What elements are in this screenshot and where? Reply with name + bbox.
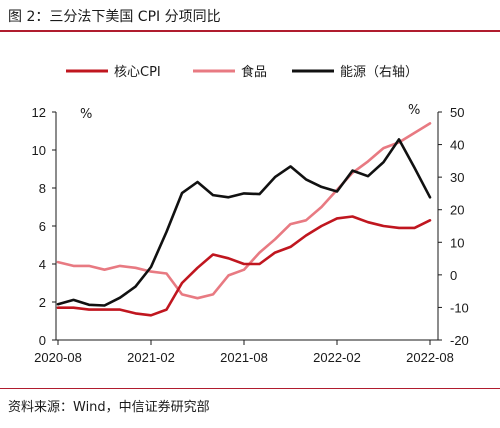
- right-axis-unit: %: [408, 103, 420, 118]
- x-tick-label: 2022-02: [313, 350, 361, 365]
- series-line-food: [56, 122, 432, 300]
- right-tick-label: 40: [450, 138, 464, 153]
- series-line-energy: [56, 138, 432, 307]
- left-axis-ticks: 0 2 4 6 8 10 12: [32, 105, 56, 348]
- right-tick-label: -10: [450, 300, 469, 315]
- x-tick-label: 2021-02: [127, 350, 175, 365]
- x-tick-label: 2020-08: [34, 350, 82, 365]
- right-tick-label: 0: [450, 268, 457, 283]
- left-tick-label: 4: [39, 257, 46, 272]
- right-tick-label: 30: [450, 170, 464, 185]
- left-tick-label: 10: [32, 143, 46, 158]
- source-divider: [0, 388, 500, 389]
- legend-label-core-cpi: 核心CPI: [114, 65, 161, 80]
- legend-label-energy: 能源（右轴）: [340, 65, 418, 80]
- figure-title: 图 2：三分法下美国 CPI 分项同比: [8, 9, 221, 25]
- x-tick-label: 2021-08: [220, 350, 268, 365]
- x-tick-label: 2022-08: [406, 350, 454, 365]
- legend: 核心CPI 食品 能源（右轴）: [66, 64, 418, 80]
- right-tick-label: 10: [450, 235, 464, 250]
- right-tick-label: 20: [450, 203, 464, 218]
- left-tick-label: 12: [32, 105, 46, 120]
- right-tick-label: 50: [450, 105, 464, 120]
- left-tick-label: 6: [39, 219, 46, 234]
- left-tick-label: 2: [39, 295, 46, 310]
- right-axis-ticks: -20 -10 0 10 20 30 40 50: [438, 105, 469, 348]
- x-axis-ticks: 2020-08 2021-02 2021-08 2022-02 2022-08: [34, 340, 454, 365]
- series-layer: [56, 122, 432, 317]
- right-tick-label: -20: [450, 333, 469, 348]
- left-tick-label: 0: [39, 333, 46, 348]
- series-line-core-cpi: [56, 215, 432, 317]
- legend-label-food: 食品: [241, 64, 267, 80]
- left-tick-label: 8: [39, 181, 46, 196]
- left-axis-unit: %: [80, 107, 92, 122]
- source-note: 资料来源：Wind，中信证券研究部: [8, 400, 210, 415]
- title-divider: [0, 30, 500, 32]
